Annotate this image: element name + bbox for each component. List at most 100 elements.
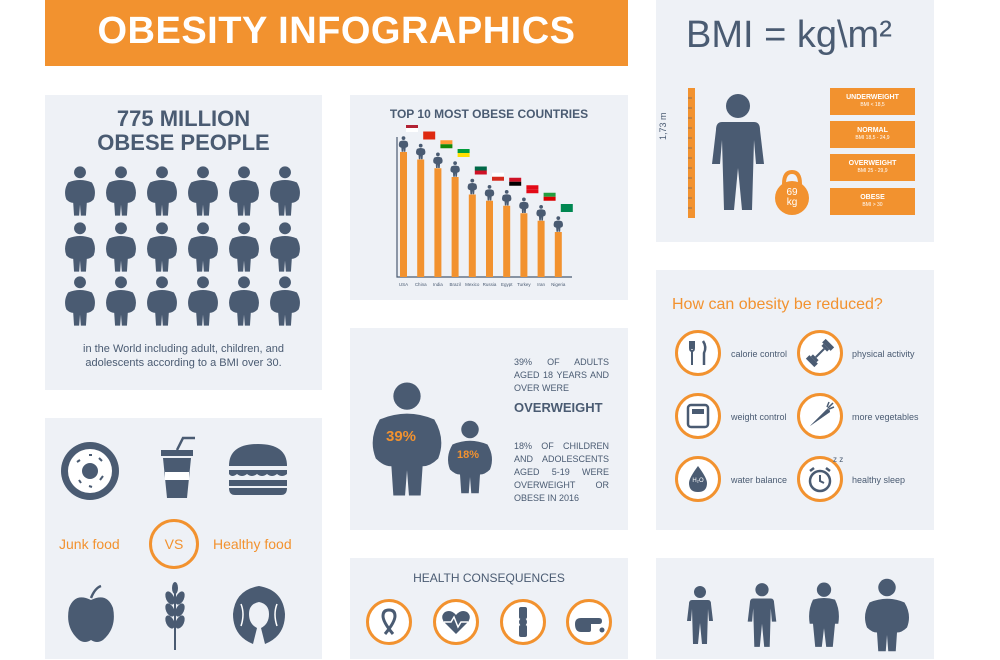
overweight-highlight: OVERWEIGHT [514,400,603,415]
people-grid [65,166,300,326]
country-bar [451,177,459,277]
diabetes-circle [566,599,612,645]
countries-heading: TOP 10 MOST OBESE COUNTRIES [389,107,589,121]
bmi-category-range: BMI < 18,5 [860,102,885,108]
country-tick-label: India [433,282,443,287]
obese-people-panel: 775 MILLION OBESE PEOPLE in the World in… [45,95,322,390]
country-person-icon [467,178,477,195]
country-flag-icon [406,125,418,132]
overweight-person-figure [802,570,846,660]
country-bar [503,205,511,277]
bmi-formula: BMI = kg\m² [686,14,892,56]
child-percentage: 18% [457,449,480,461]
country-tick-label: Russia [483,282,497,287]
country-person-icon [433,152,443,168]
dumbbell-icon [805,338,835,368]
country-tick-label: Turkey [517,282,531,287]
consequences-heading: HEALTH CONSEQUENCES [413,571,565,585]
country-flag-icon [543,192,556,201]
heart-pulse-icon [442,611,470,634]
healthy-sleep-label: healthy sleep [852,475,906,485]
bmi-category-range: BMI 25 - 29,9 [857,168,888,174]
chart-axis [396,137,572,278]
sleep-zz: z z [833,455,844,464]
country-person-icon [398,136,409,152]
obese-person-figure [862,570,912,660]
country-flag-icon [560,204,573,212]
bmi-obese-box: OBESE BMI > 30 [830,188,915,215]
adult-text: 39% OF ADULTS AGED 18 YEARS AND OVER WER… [514,357,609,393]
physical-activity-circle [797,330,843,376]
country-bar [537,220,545,277]
more-vegetables-label: more vegetables [852,412,919,422]
junk-food-label: Junk food [59,536,120,552]
apple-icon [68,584,114,642]
country-flag-icon [423,131,436,140]
weight-control-label: weight control [731,412,787,422]
country-flag-icon [526,185,539,194]
bmi-normal-box: NORMAL BMI 18,5 - 24,9 [830,121,915,148]
calorie-control-label: calorie control [731,349,788,359]
country-flag-icon [457,149,470,157]
calorie-control-circle [675,330,721,376]
country-flag-icon [440,140,453,149]
weight-number: 69 [786,187,798,198]
page-title: OBESITY INFOGRAPHICS [45,0,628,66]
bmi-underweight-box: UNDERWEIGHT BMI < 18,5 [830,88,915,115]
blood-test-hand-icon [575,618,605,633]
water-symbol: H₂O [692,478,704,484]
country-tick-label: USA [399,282,408,287]
country-tick-label: China [415,282,427,287]
child-text: 18% OF CHILDREN AND ADOLESCENTS AGED 5-1… [514,441,609,503]
more-vegetables-circle [797,393,843,439]
normal-person-figure [740,570,784,660]
healthy-food-label: Healthy food [213,536,292,552]
adult-percentage: 39% [386,428,417,445]
country-person-icon [416,143,426,160]
soda-cup-icon [161,436,195,498]
weight-control-circle [675,393,721,439]
country-bar [417,159,425,277]
ribbon-icon [381,608,397,635]
country-person-icon [519,197,529,213]
country-bar [520,213,528,277]
carrot-icon [810,401,835,426]
country-bar [554,232,562,277]
alarm-clock-icon [808,467,832,493]
country-flag-icon [492,172,504,181]
bmi-person-icon [698,87,778,217]
reduce-heading: How can obesity be reduced? [672,296,883,313]
scale-icon [686,403,710,429]
physical-activity-label: physical activity [852,349,915,359]
weight-unit: kg [786,197,798,208]
overweight-panel: 39% 18% 39% OF ADULTS AGED 18 YEARS AND … [350,328,628,530]
bmi-category-title: UNDERWEIGHT [846,94,899,101]
body-types-panel [656,558,934,659]
food-panel: Junk food VS Healthy food [45,418,322,659]
joint-problems-circle [500,599,546,645]
country-person-icon [502,190,512,206]
countries-bar-chart: USA China India Brazil Mexico Russia Egypt Turk… [396,125,573,287]
country-person-icon [450,161,460,177]
kettlebell-icon [775,170,809,215]
vs-circle: VS [149,519,199,569]
country-person-icon [536,205,546,221]
country-tick-label: Brazil [449,282,460,287]
country-tick-label: Iran [537,282,545,287]
cancer-ribbon-circle [366,599,412,645]
bmi-category-range: BMI 18,5 - 24,9 [855,135,890,141]
water-drop-icon [689,466,707,492]
countries-panel: TOP 10 MOST OBESE COUNTRIES USA China Indi… [350,95,628,300]
water-balance-circle: H₂O [675,456,721,502]
bmi-category-range: BMI > 30 [862,202,883,208]
country-bar [434,168,442,277]
bmi-category-title: OVERWEIGHT [848,160,897,167]
heading-line-2: OBESE PEOPLE [97,130,270,155]
bmi-category-title: OBESE [860,194,885,201]
country-tick-label: Mexico [465,282,480,287]
heading-line-1: 775 MILLION [116,106,251,131]
obese-people-heading: 775 MILLION OBESE PEOPLE [45,107,322,155]
country-tick-label: Egypt [501,282,513,287]
slim-person-figure [680,570,720,660]
heart-disease-circle [433,599,479,645]
